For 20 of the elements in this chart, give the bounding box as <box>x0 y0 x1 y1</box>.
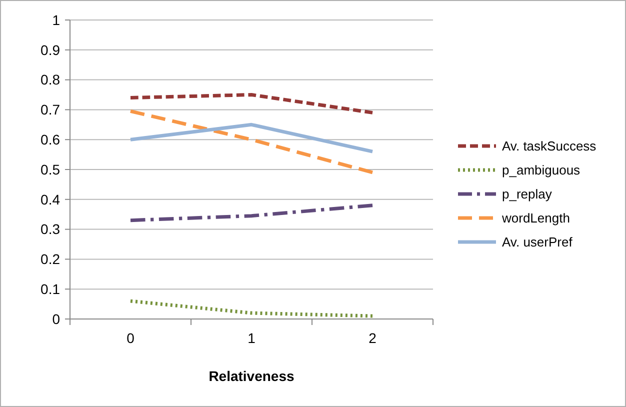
legend-label: p_ambiguous <box>502 162 581 178</box>
y-tick-label: 0.9 <box>40 42 60 58</box>
legend-label: p_replay <box>502 186 552 202</box>
x-tick-label: 2 <box>368 330 377 346</box>
x-tick-label: 1 <box>248 330 256 346</box>
y-tick-label: 0.1 <box>40 281 60 297</box>
legend-label: Av. userPref <box>502 234 573 250</box>
y-tick-label: 1 <box>52 12 60 28</box>
y-tick-label: 0.3 <box>40 221 60 238</box>
y-tick-label: 0.2 <box>40 251 60 268</box>
legend-label: wordLength <box>501 210 570 226</box>
y-tick-label: 0.4 <box>40 191 60 208</box>
y-tick-label: 0.8 <box>40 72 60 88</box>
y-tick-label: 0.7 <box>40 102 60 118</box>
legend-label: Av. taskSuccess <box>502 138 597 154</box>
x-tick-label: 0 <box>126 330 135 346</box>
y-tick-label: 0 <box>52 310 60 327</box>
y-tick-label: 0.6 <box>40 132 60 148</box>
y-tick-label: 0.5 <box>40 161 60 178</box>
x-axis-title: Relativeness <box>208 368 295 384</box>
